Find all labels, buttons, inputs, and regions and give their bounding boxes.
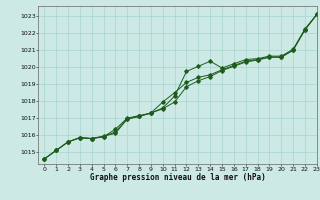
X-axis label: Graphe pression niveau de la mer (hPa): Graphe pression niveau de la mer (hPa) [90, 173, 266, 182]
